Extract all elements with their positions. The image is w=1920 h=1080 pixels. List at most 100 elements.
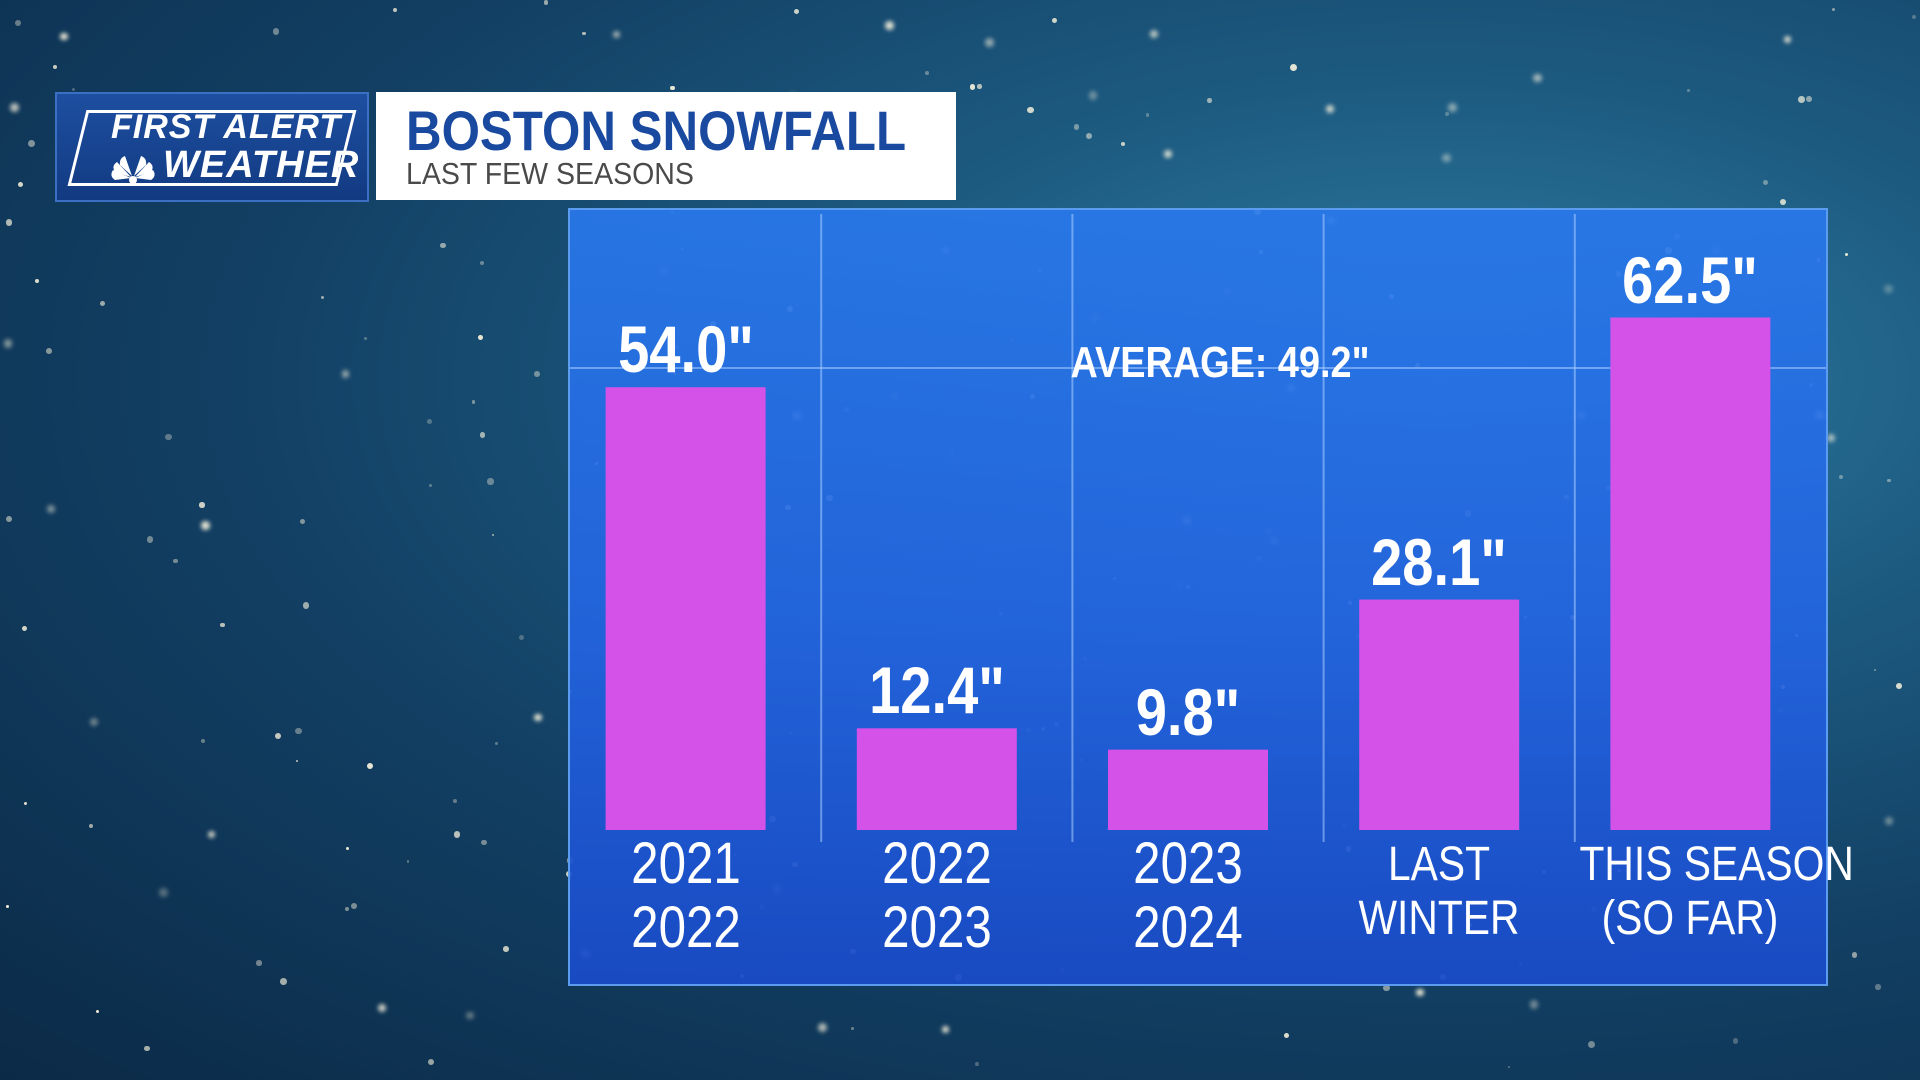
snowflake <box>173 558 178 564</box>
snowflake <box>320 296 324 300</box>
category-label-line: 2022 <box>881 831 992 896</box>
bar-value-label: 62.5" <box>1622 242 1759 317</box>
bar <box>605 387 766 830</box>
snowflake <box>1383 984 1391 992</box>
snowflake <box>1687 89 1690 92</box>
snowflake <box>158 887 168 897</box>
snowflake <box>1912 15 1917 20</box>
category-label-line: WINTER <box>1358 892 1520 945</box>
snowflake <box>220 622 226 628</box>
snowflake <box>295 727 302 735</box>
snowflake <box>924 71 929 76</box>
snowflake <box>977 84 982 89</box>
snowflake <box>46 347 53 354</box>
snowflake <box>985 37 994 47</box>
peacock-icon <box>111 156 155 184</box>
snowflake <box>99 300 106 306</box>
snowflake <box>1150 29 1159 38</box>
snowflake <box>1806 96 1812 102</box>
snowflake <box>35 278 40 284</box>
snowflake <box>9 103 19 112</box>
snowflake <box>346 847 350 851</box>
bar-value-label: 12.4" <box>868 653 1005 728</box>
snowflake <box>1442 154 1451 163</box>
snowflake <box>24 802 28 806</box>
average-label: AVERAGE: 49.2" <box>1070 338 1370 387</box>
snowflake <box>1587 1040 1595 1048</box>
snowflake <box>494 742 498 746</box>
snowflake <box>1163 150 1172 159</box>
snowflake <box>363 337 367 340</box>
snowflake <box>1290 64 1298 72</box>
snowflake <box>90 717 99 726</box>
snowflake <box>302 602 310 610</box>
snowflake <box>71 87 75 92</box>
snowflake <box>377 1004 387 1013</box>
snowflake <box>274 732 281 739</box>
snowflake <box>1073 124 1080 130</box>
category-label-line: 2023 <box>1133 831 1243 896</box>
snowflake <box>295 760 298 763</box>
snowflake <box>1883 284 1893 294</box>
snowflake <box>46 505 55 513</box>
snowflake <box>850 1027 854 1031</box>
bar-value-label: 54.0" <box>617 312 754 387</box>
snowflake <box>1086 133 1092 140</box>
snowflake <box>479 260 485 266</box>
snowflake <box>1284 1032 1290 1038</box>
snowflake <box>1839 475 1844 480</box>
snowflake <box>1088 91 1097 100</box>
snowflake <box>817 1023 827 1033</box>
snowflake <box>427 419 433 425</box>
snowflake <box>1831 7 1836 12</box>
snowflake <box>1529 1000 1539 1010</box>
bar <box>856 728 1017 830</box>
bar <box>1108 749 1268 830</box>
snowflake <box>1121 141 1125 146</box>
bar <box>1610 317 1771 830</box>
snowflake <box>534 370 541 377</box>
snowflake <box>89 824 93 829</box>
snowflake <box>1779 198 1787 206</box>
snowflake <box>272 28 280 35</box>
category-label-line: (SO FAR) <box>1601 892 1779 945</box>
snowflake <box>5 218 13 226</box>
snowflake <box>1145 113 1149 117</box>
snowflake <box>1798 96 1805 103</box>
logo-text-weather: WEATHER <box>163 144 360 186</box>
snowflake <box>969 84 975 90</box>
snowflake <box>1444 112 1449 117</box>
snowflake <box>200 520 210 530</box>
snowflake <box>200 738 205 744</box>
snowflake <box>478 334 483 340</box>
snowflake <box>5 904 9 908</box>
snowflake <box>5 515 13 523</box>
snowflake <box>165 433 172 440</box>
category-label-line: 2021 <box>630 831 741 896</box>
snowflake <box>345 907 350 912</box>
category-label-line: 2024 <box>1133 895 1243 960</box>
snowflake <box>1826 433 1835 442</box>
snowflake <box>502 946 509 952</box>
snowflake <box>471 399 476 404</box>
snowflake <box>1448 102 1457 112</box>
snowflake <box>453 831 461 838</box>
snowflake <box>1416 988 1424 997</box>
snowflake <box>207 831 215 839</box>
snowflake <box>428 484 432 488</box>
category-label-line: 2023 <box>881 895 992 960</box>
snowflake <box>59 32 68 41</box>
snowflake <box>27 139 35 147</box>
snowflake <box>1026 106 1034 114</box>
snowflake <box>466 1011 474 1020</box>
snowflake <box>1875 984 1881 990</box>
snowflake <box>612 31 620 39</box>
snowflake <box>491 533 495 537</box>
snowflake <box>518 635 524 641</box>
snowflake <box>1732 1038 1739 1044</box>
category-label-line: THIS SEASON <box>1579 838 1855 891</box>
snowflake <box>1885 817 1894 826</box>
page-subtitle: LAST FEW SEASONS <box>406 156 694 191</box>
snowflake <box>144 1045 150 1051</box>
